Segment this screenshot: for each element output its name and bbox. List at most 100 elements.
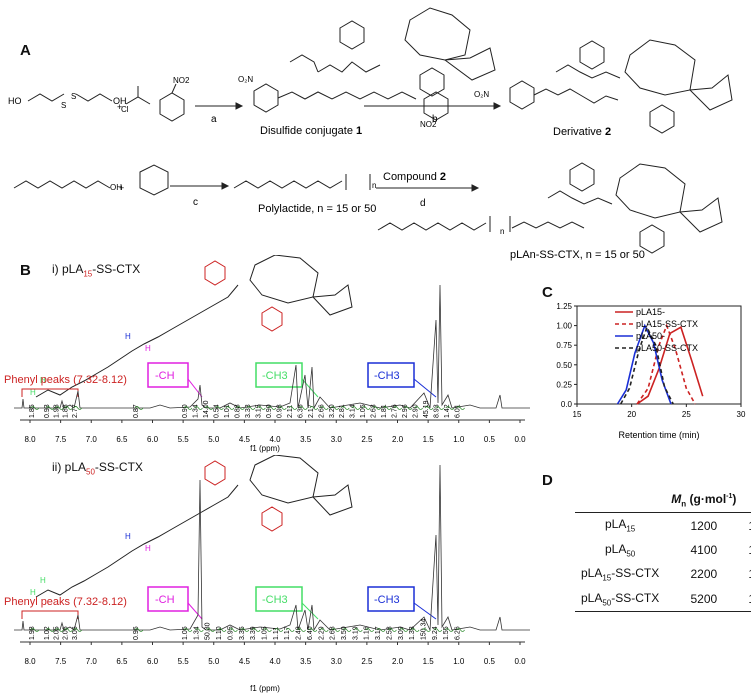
ppm-tick-label: 1.5 [423,435,435,444]
plus-1: + [117,102,122,112]
spectrum2-structure [35,455,353,598]
ch3b-box-2 [367,586,415,612]
ppm-tick-label: 3.0 [331,657,343,666]
integral-label: 50.30 [205,622,212,640]
integral-curve [257,406,266,410]
h-label-8: H [145,544,151,553]
integral-label: 2.63 [371,404,378,418]
ppm-tick-label: 5.0 [208,435,220,444]
ppm-tick-label: 5.5 [178,435,190,444]
integral-label: 3.09 [398,626,405,640]
taxane-core-top [404,7,471,61]
integral-curve [288,406,298,410]
integral-label: 45.19 [423,400,430,418]
integral-label: 0.54 [213,404,220,418]
diol-chain-left [27,93,65,102]
mw-row-mn: 4100 [690,542,718,557]
integral-curve [30,406,40,410]
ch3a-label-2: -CH3 [262,594,288,606]
integral-label: 3.33 [245,404,252,418]
gpc-plot-frame [576,305,742,405]
s-atom-2: S [71,92,76,101]
mw-head-mn: Mn (g·mol-1) [671,492,737,509]
phenyl-ring-deriv [579,40,605,70]
mw-row-name: pLA50 [605,541,636,559]
spectrum1-structure [35,255,353,398]
spectrum2-h-labels: H H H H [30,532,151,597]
chloroformate-bond [125,96,151,105]
integral-curve [330,406,340,410]
integral-curve [204,406,214,410]
integral-curve [388,628,397,632]
peg-chain-reactant [13,180,111,189]
integral-curve [225,406,235,410]
phenyl-ring-top [339,20,365,50]
phenyl-ring-prod [569,162,595,192]
integral-curve [73,406,83,410]
integral-label: 0.96 [133,626,140,640]
gpc-xlabel: Retention time (min) [618,430,699,440]
ch3b-label-1: -CH3 [374,370,400,382]
benzoate-ring-prod [639,224,665,254]
ppm-tick-label: 7.0 [86,657,98,666]
taxane-ring-c-deriv [688,74,733,111]
integral-curve [285,628,295,632]
taxane-ring-c-top [443,47,496,81]
integral-curve [73,628,83,632]
integral-curve [206,628,216,632]
integral-curve [299,406,308,410]
nitrophenyl-ring-reactant [159,92,185,122]
nitrophenyl-ring-2 [509,80,535,110]
integral-curve [340,406,350,410]
ch-box-2 [147,586,189,612]
integral-curve [433,628,443,632]
gpc-ytick-label: 1.25 [556,302,572,311]
integral-label: 0.90 [182,404,189,418]
integral-curve [365,628,374,632]
spectrum1-axis-label: f1 (ppm) [250,444,280,453]
integral-curve [403,406,413,410]
integral-label: 1.06 [182,626,189,640]
integral-label: 2.48 [296,626,303,640]
integral-label: 0.88 [234,404,241,418]
integral-curve [308,628,318,632]
integral-label: 2.06 [63,626,70,640]
gpc-ytick-label: 0.50 [556,361,572,370]
ppm-tick-label: 0.0 [514,657,526,666]
gpc-xtick-label: 25 [682,410,691,419]
boc-top [289,54,319,73]
ppm-tick-label: 6.5 [116,657,128,666]
mw-row-d: 1.24 [742,562,751,586]
integral-label: 0.90 [266,404,273,418]
ppm-tick-label: 8.0 [24,657,36,666]
integral-curve [251,628,261,632]
gpc-series-line [616,323,672,405]
integral-curve [376,628,386,632]
integral-label: 2.81 [339,404,346,418]
mw-row-4: pLA50-SS-CTX 5200 1.20 [575,587,751,612]
ppm-tick-label: 4.0 [269,657,281,666]
integral-label: 0.93 [44,404,51,418]
plus-2: + [119,183,124,193]
integral-curve [45,406,55,410]
integral-curve [382,406,392,410]
gpc-ytick-label: 0.0 [561,400,573,409]
integral-curve [134,406,144,410]
derivative-label: Derivative 2 [553,126,611,138]
diol-chain-right [75,93,113,102]
gpc-xtick-label: 20 [627,410,636,419]
benzoate-ring-deriv [649,104,675,134]
integral-curve [444,628,454,632]
integral-curve [274,628,284,632]
integral-label: 1.17 [284,626,291,640]
ch-arrow-1 [187,378,203,398]
ppm-tick-label: 5.0 [208,657,220,666]
integral-curve [263,628,272,632]
ch3b-box-1 [367,362,415,388]
panel-b-label: B [20,262,31,279]
integral-curve [64,406,73,410]
n-prod: n [500,227,504,236]
no2-reactant: NO2 [173,76,190,85]
integral-curve [399,628,409,632]
product-label: pLAn-SS-CTX, n = 15 or 50 [510,249,645,261]
